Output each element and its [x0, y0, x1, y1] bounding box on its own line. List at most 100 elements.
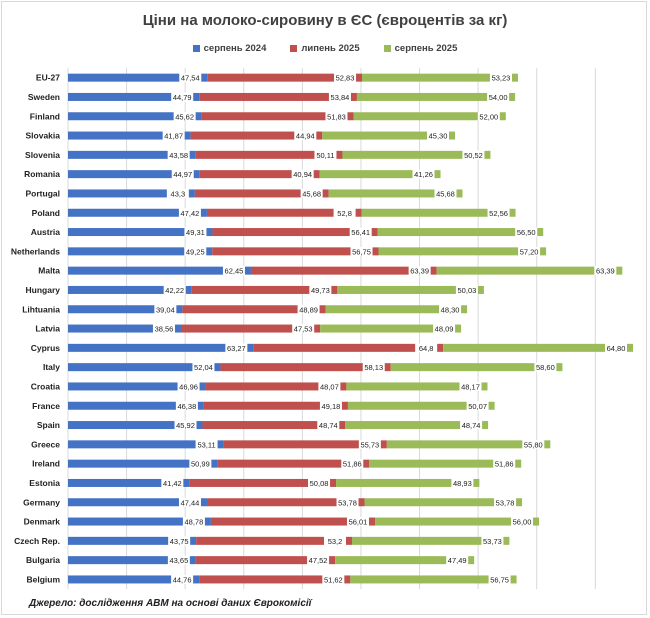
bar-3 — [378, 247, 547, 256]
data-label: 44,79 — [173, 93, 192, 102]
data-label-bg — [518, 246, 541, 256]
data-label-bg — [349, 227, 372, 237]
bar-1 — [68, 266, 251, 275]
data-label: 48,17 — [461, 382, 480, 391]
data-label: 42,22 — [165, 286, 184, 295]
data-label-bg — [171, 169, 194, 179]
data-label-bg — [167, 555, 190, 565]
bar-3 — [325, 305, 468, 314]
data-label-bg — [173, 111, 196, 121]
category-label: Cyprus — [31, 343, 61, 353]
data-label: 49,25 — [186, 247, 205, 256]
bar-1 — [68, 228, 213, 237]
data-label: 63,39 — [410, 267, 429, 276]
data-label: 50,03 — [458, 286, 477, 295]
bar-1 — [68, 536, 197, 545]
bar-3 — [361, 208, 516, 217]
data-label: 45,68 — [436, 189, 455, 198]
data-label: 47,42 — [181, 209, 200, 218]
data-label-bg — [462, 150, 485, 160]
data-label-bg — [300, 188, 323, 198]
category-label: Czech Rep. — [14, 536, 60, 546]
data-label: 40,94 — [293, 170, 312, 179]
bar-2 — [195, 556, 336, 565]
bar-2 — [220, 363, 391, 372]
data-label-bg — [225, 343, 248, 353]
data-label: 45,68 — [302, 189, 321, 198]
bar-2 — [205, 382, 347, 391]
chart-title: Ціни на молоко-сировину в ЄС (євроцентів… — [142, 12, 508, 29]
data-label: 41,42 — [163, 479, 182, 488]
data-label-bg — [439, 304, 462, 314]
data-label-bg — [487, 92, 510, 102]
bar-3 — [346, 382, 488, 391]
category-label: Spain — [37, 420, 60, 430]
bar-2 — [210, 517, 375, 526]
bar-2 — [182, 305, 326, 314]
bar-1 — [68, 189, 195, 198]
data-label: 58,13 — [364, 363, 383, 372]
data-label: 49,31 — [186, 228, 205, 237]
data-label: 53,84 — [331, 93, 350, 102]
data-label: 52,8 — [337, 209, 352, 218]
data-label-bg — [167, 150, 190, 160]
bar-2 — [199, 92, 357, 101]
bar-1 — [68, 92, 200, 101]
data-label-bg — [459, 381, 482, 391]
bar-2 — [199, 170, 320, 179]
legend-swatch-3 — [383, 45, 391, 52]
bar-2 — [199, 575, 351, 584]
data-label: 48,30 — [441, 305, 460, 314]
data-label-bg — [434, 188, 457, 198]
data-label: 48,09 — [435, 325, 454, 334]
data-label: 50,99 — [191, 460, 210, 469]
data-label: 57,20 — [520, 247, 539, 256]
data-label: 46,96 — [179, 382, 198, 391]
bar-3 — [374, 517, 540, 526]
data-label: 51,86 — [495, 460, 514, 469]
data-label: 53,78 — [338, 498, 357, 507]
data-label-bg — [350, 246, 373, 256]
category-label: Austria — [31, 227, 61, 237]
category-label: France — [32, 401, 60, 411]
category-label: Lihtuania — [22, 304, 60, 314]
bar-1 — [68, 247, 213, 256]
data-label: 38,56 — [155, 325, 174, 334]
bar-3 — [436, 266, 623, 275]
bar-1 — [68, 401, 204, 410]
legend-label-1: серпень 2024 — [203, 43, 267, 54]
bar-2 — [196, 536, 353, 545]
category-label: Latvia — [35, 324, 60, 334]
data-label-bg — [460, 420, 483, 430]
bar-1 — [68, 556, 196, 565]
bar-3 — [336, 478, 480, 487]
bar-1 — [68, 285, 192, 294]
bar-2 — [195, 150, 343, 159]
data-label-bg — [477, 111, 500, 121]
legend-label-3: серпень 2025 — [394, 43, 458, 54]
data-label-bg — [488, 574, 511, 584]
data-label: 53,11 — [197, 440, 215, 449]
bar-2 — [189, 478, 337, 487]
data-label: 45,62 — [175, 112, 194, 121]
bar-1 — [68, 498, 207, 507]
data-label-bg — [487, 208, 510, 218]
data-label-bg — [161, 478, 184, 488]
bar-3 — [377, 228, 544, 237]
data-label: 48,93 — [453, 479, 472, 488]
data-label-bg — [415, 343, 438, 353]
data-label-bg — [328, 92, 351, 102]
bar-3 — [443, 343, 633, 352]
bar-3 — [337, 285, 484, 294]
data-label: 51,83 — [327, 112, 346, 121]
category-label: Finland — [30, 111, 60, 121]
data-label: 52,04 — [194, 363, 213, 372]
category-label: Poland — [32, 208, 60, 218]
data-label-bg — [319, 401, 342, 411]
data-label: 53,23 — [492, 74, 511, 83]
category-label: Romania — [24, 169, 60, 179]
data-label-bg — [408, 266, 431, 276]
data-label-bg — [294, 131, 317, 141]
category-label: Estonia — [29, 478, 60, 488]
category-label: Croatia — [31, 381, 61, 391]
